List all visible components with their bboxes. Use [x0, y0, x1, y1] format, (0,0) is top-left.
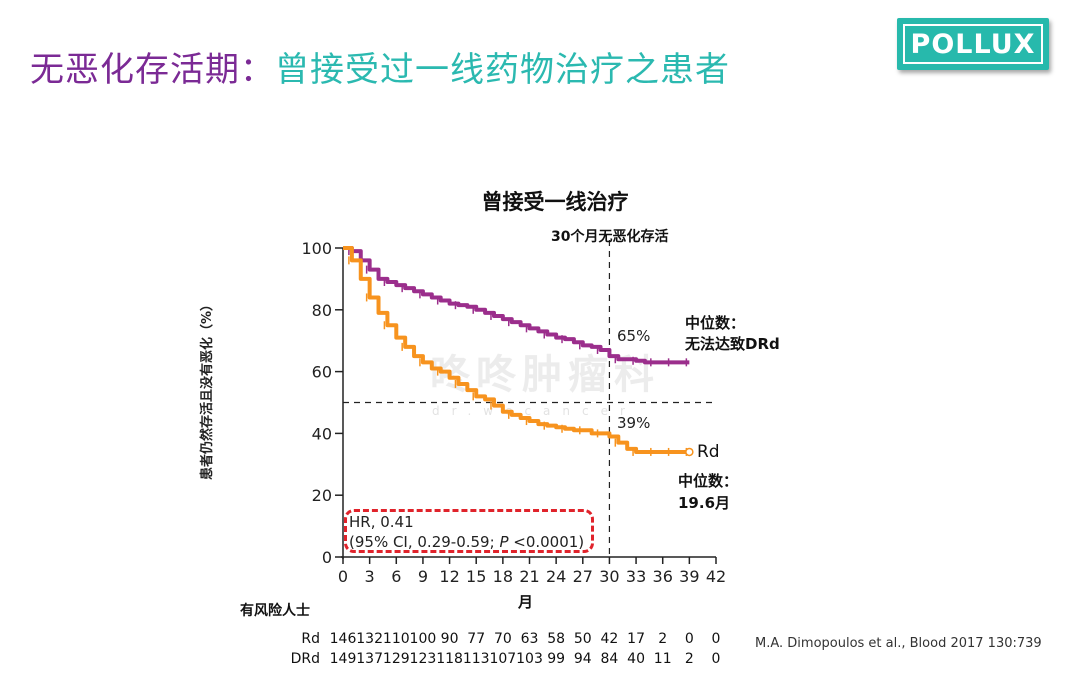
- x-tick-label: 30: [599, 567, 619, 586]
- x-tick-label: 39: [679, 567, 699, 586]
- risk-value-rd: 0: [685, 631, 694, 647]
- risk-value-drd: 113: [463, 651, 490, 667]
- hazard-ratio-line1: HR, 0.41: [349, 513, 414, 531]
- hazard-ratio-line2: (95% CI, 0.29-0.59; P <0.0001): [349, 532, 584, 552]
- risk-value-drd: 84: [601, 651, 619, 667]
- slide-title-prefix: 无恶化存活期：: [30, 50, 275, 90]
- risk-value-rd: 2: [658, 631, 667, 647]
- rd-median-value: 19.6月: [678, 494, 731, 512]
- x-tick-label: 18: [493, 567, 513, 586]
- series-line-drd: [343, 246, 690, 365]
- series-end-marker-rd: [685, 447, 694, 457]
- slide-title-main: 曾接受过一线药物治疗之患者: [275, 50, 730, 90]
- risk-value-drd: 11: [654, 651, 672, 667]
- risk-value-rd: 63: [521, 631, 539, 647]
- x-tick-label: 0: [338, 567, 348, 586]
- risk-value-drd: 0: [712, 651, 721, 667]
- y-tick-label: 40: [312, 424, 332, 443]
- hazard-ratio-text: HR, 0.41 (95% CI, 0.29-0.59; P <0.0001): [349, 512, 584, 552]
- risk-value-rd: 100: [410, 631, 437, 647]
- series-line-rd: [343, 246, 690, 454]
- drd-median-annotation: 中位数： 无法达致DRd: [685, 313, 780, 355]
- series-layer: [343, 246, 694, 457]
- risk-value-rd: 17: [627, 631, 645, 647]
- y-tick-label: 20: [312, 486, 332, 505]
- risk-value-rd: 58: [547, 631, 565, 647]
- x-tick-label: 24: [546, 567, 566, 586]
- chart-title: 曾接受一线治疗: [481, 190, 629, 214]
- x-tick-label: 3: [365, 567, 375, 586]
- pollux-logo: POLLUX: [897, 18, 1049, 70]
- risk-value-drd: 107: [489, 651, 516, 667]
- risk-value-rd: 110: [383, 631, 410, 647]
- hr-ci-text: (95% CI, 0.29-0.59;: [349, 533, 500, 551]
- rd-median-title: 中位数：: [678, 472, 739, 490]
- x-tick-label: 6: [391, 567, 401, 586]
- risk-value-rd: 0: [712, 631, 721, 647]
- pollux-logo-text: POLLUX: [903, 24, 1043, 64]
- pfs-30-month-label: 30个月无恶化存活: [551, 229, 669, 245]
- x-tick-label: 27: [573, 567, 593, 586]
- risk-value-rd: 90: [441, 631, 459, 647]
- reference-lines: [343, 240, 716, 557]
- watermark-sub: dr.wecancer: [432, 404, 637, 418]
- risk-value-rd: 132: [356, 631, 383, 647]
- risk-value-drd: 40: [627, 651, 645, 667]
- risk-value-rd: 146: [330, 631, 357, 647]
- risk-value-drd: 99: [547, 651, 565, 667]
- risk-value-rd: 42: [601, 631, 619, 647]
- citation: M.A. Dimopoulos et al., Blood 2017 130:7…: [755, 636, 1042, 651]
- risk-value-drd: 94: [574, 651, 592, 667]
- risk-table-title: 有风险人士: [240, 603, 310, 619]
- y-tick-label: 80: [312, 301, 332, 320]
- hr-p-symbol: P: [499, 533, 509, 551]
- x-tick-label: 15: [466, 567, 486, 586]
- x-tick-label: 12: [439, 567, 459, 586]
- drd-median-value: 无法达致DRd: [685, 335, 780, 353]
- hr-p-value: <0.0001): [508, 533, 585, 551]
- risk-value-drd: 137: [356, 651, 383, 667]
- risk-value-drd: 149: [330, 651, 357, 667]
- risk-value-drd: 103: [516, 651, 543, 667]
- risk-value-drd: 123: [410, 651, 437, 667]
- y-tick-label: 0: [322, 548, 332, 567]
- rd-30-month-percent: 39%: [617, 414, 651, 432]
- x-tick-label: 33: [626, 567, 646, 586]
- hazard-ratio-box: [344, 509, 594, 553]
- rd-median-annotation: 中位数： 19.6月: [678, 470, 738, 514]
- risk-row-label-rd: Rd: [301, 631, 320, 647]
- risk-value-rd: 50: [574, 631, 592, 647]
- risk-value-rd: 70: [494, 631, 512, 647]
- x-axis-label: 月: [518, 593, 534, 611]
- y-tick-label: 100: [301, 239, 332, 258]
- x-tick-label: 21: [519, 567, 539, 586]
- y-tick-label: 60: [312, 363, 332, 382]
- slide-title: 无恶化存活期：曾接受过一线药物治疗之患者: [30, 48, 730, 92]
- risk-value-drd: 118: [436, 651, 463, 667]
- risk-value-drd: 2: [685, 651, 694, 667]
- rd-series-label: Rd: [697, 442, 720, 462]
- drd-median-title: 中位数：: [685, 314, 746, 332]
- risk-row-label-drd: DRd: [291, 651, 320, 667]
- drd-30-month-percent: 65%: [617, 327, 651, 345]
- x-tick-label: 9: [418, 567, 428, 586]
- x-tick-label: 42: [706, 567, 726, 586]
- y-axis-label: 患者仍然存活且没有恶化（%）: [200, 297, 215, 480]
- x-tick-label: 36: [653, 567, 673, 586]
- risk-value-rd: 77: [467, 631, 485, 647]
- risk-value-drd: 129: [383, 651, 410, 667]
